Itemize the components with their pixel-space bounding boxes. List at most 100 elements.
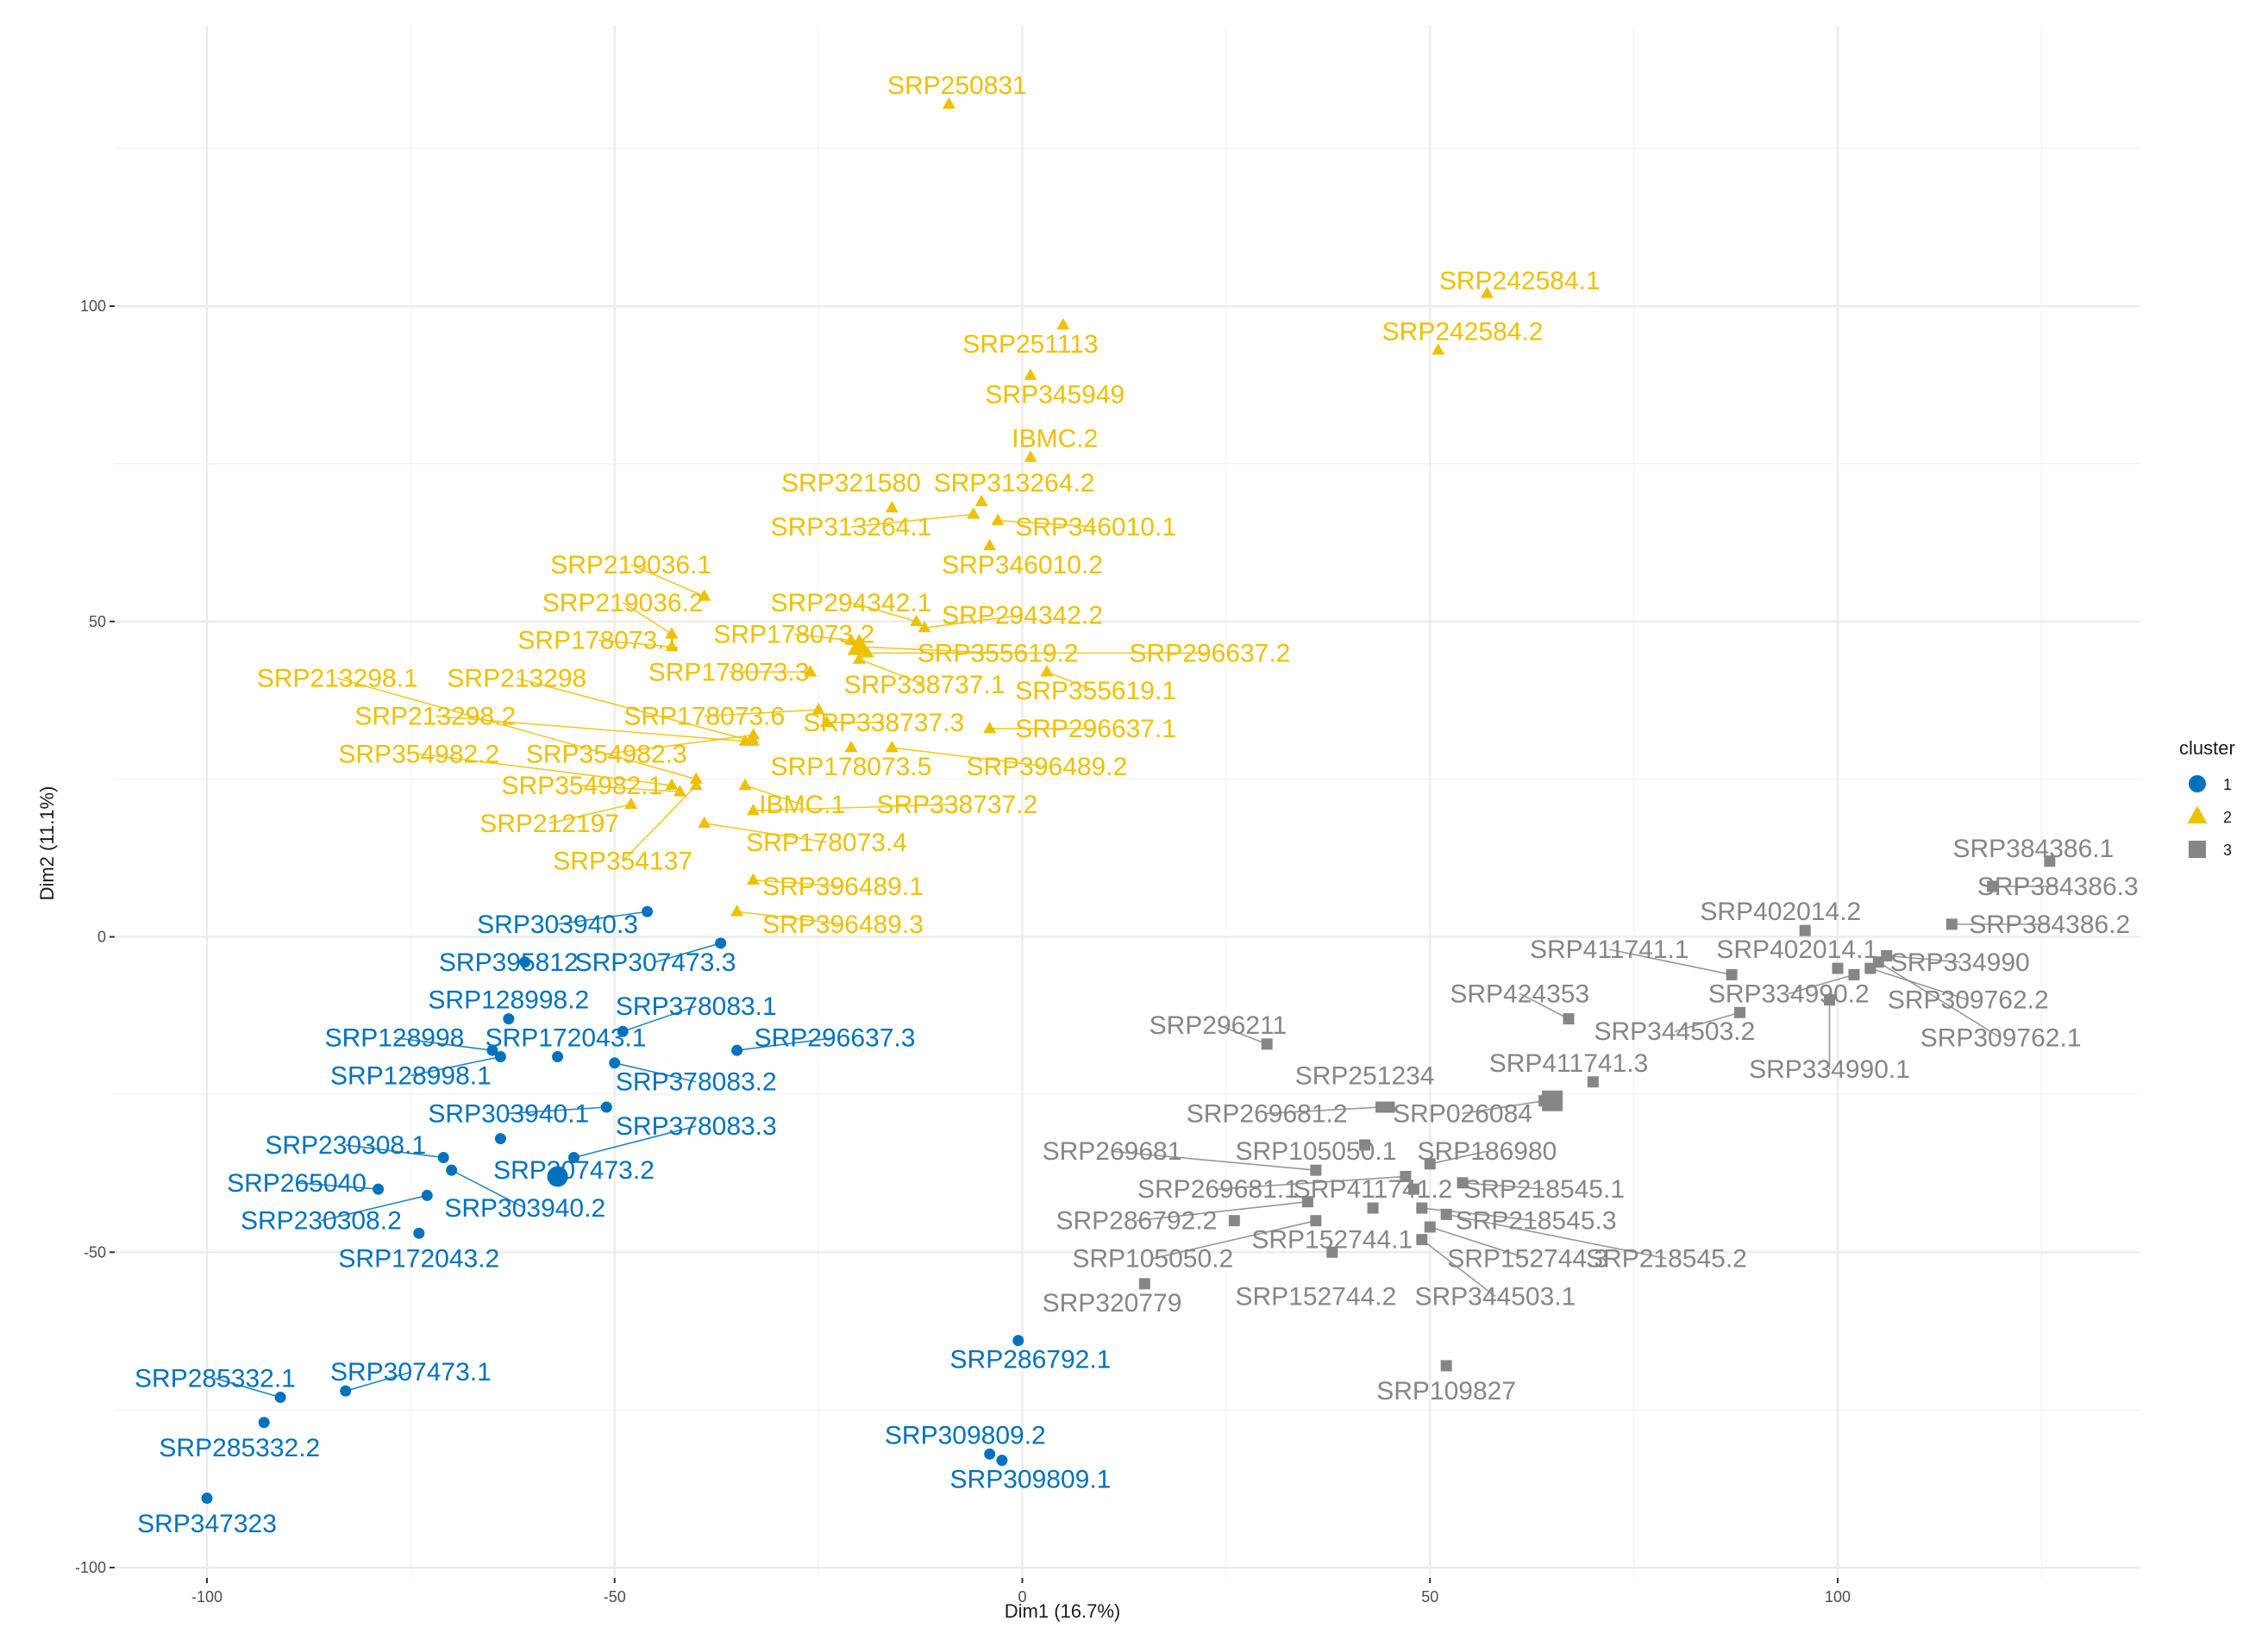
point-label: SRP294342.1 (771, 589, 932, 617)
data-point-cluster-2 (1480, 286, 1494, 298)
label-connector (1877, 961, 2002, 1039)
point-label: IBMC.1 (759, 791, 845, 819)
point-label: SRP307473.3 (575, 948, 736, 977)
point-label: SRP219036.2 (542, 589, 704, 617)
label-connector (744, 785, 803, 805)
label-connector (736, 1036, 836, 1051)
label-connector (410, 1055, 501, 1077)
point-label: SRP309809.2 (885, 1421, 1046, 1449)
data-point-cluster-2 (698, 589, 711, 601)
point-label: SRP345949 (985, 380, 1125, 409)
data-point-cluster-1 (642, 905, 654, 917)
label-connector (215, 1377, 281, 1399)
point-label: SRP309762.1 (1920, 1024, 2082, 1053)
data-point-cluster-2 (1024, 368, 1037, 380)
point-label: SRP212197 (479, 810, 619, 838)
data-point-cluster-3 (1310, 1215, 1322, 1227)
point-label: SRP355619.2 (918, 639, 1079, 667)
label-connector (1609, 948, 1732, 976)
label-connector (1463, 1181, 1544, 1190)
data-point-cluster-2 (991, 513, 1005, 525)
data-point-cluster-2 (665, 778, 679, 791)
label-connector (892, 747, 1047, 767)
data-point-cluster-3 (1424, 1158, 1436, 1170)
data-point-cluster-2 (918, 620, 931, 633)
point-label: SRP354982.1 (502, 772, 663, 800)
label-connector (1519, 992, 1569, 1020)
data-point-cluster-1 (715, 937, 727, 949)
data-point-cluster-2 (747, 734, 760, 746)
data-point-cluster-2 (910, 614, 924, 626)
point-label: SRP347323 (137, 1510, 277, 1538)
point-label: SRP251113 (962, 330, 1098, 359)
point-label: SRP396489.1 (762, 873, 924, 901)
point-label: SRP218545.3 (1456, 1207, 1617, 1236)
point-label: SRP321580 (781, 469, 921, 498)
data-point-cluster-3 (2044, 855, 2056, 867)
label-connector (1218, 1175, 1406, 1190)
data-point-cluster-3 (1359, 1139, 1371, 1151)
data-point-cluster-2 (811, 703, 825, 715)
point-label: SRP384386.3 (1977, 873, 2139, 901)
y-tick-label: 0 (97, 929, 106, 946)
data-point-cluster-1 (1012, 1335, 1024, 1347)
label-connector (850, 513, 974, 528)
point-label: SRP172043.2 (338, 1245, 499, 1274)
data-point-cluster-3 (1301, 1196, 1313, 1208)
label-connector (704, 709, 819, 717)
point-label: SRP269681.2 (1187, 1099, 1348, 1128)
data-point-cluster-2 (967, 507, 981, 519)
point-label: SRP334990 (1890, 948, 2030, 977)
point-label: SRP265040 (227, 1169, 367, 1198)
label-connector (1886, 955, 1960, 963)
point-label: SRP105050.2 (1072, 1245, 1233, 1274)
point-label: SRP286792.1 (950, 1346, 1112, 1374)
legend-label-2: 2 (2223, 809, 2232, 826)
data-point-cluster-1 (201, 1493, 213, 1505)
point-label: SRP242584.2 (1382, 317, 1544, 346)
data-point-cluster-1 (413, 1227, 425, 1239)
axes: -100 -50 0 50 100 -100 -50 0 50 100 (75, 297, 1851, 1606)
point-label: SRP334990.2 (1708, 980, 1870, 1008)
y-axis-title: Dim2 (11.1%) (36, 786, 58, 901)
data-point-cluster-2 (689, 772, 703, 784)
data-point-cluster-3 (1457, 1177, 1469, 1189)
point-label: SRP344503.1 (1414, 1282, 1576, 1311)
point-label: SRP303940.2 (444, 1194, 605, 1223)
label-connector (998, 519, 1096, 528)
point-label: SRP230308.2 (241, 1207, 402, 1236)
label-connector (418, 753, 673, 786)
label-connector (1267, 1106, 1381, 1115)
point-label: SRP128998.1 (330, 1061, 492, 1090)
point-label: SRP411741.1 (1530, 936, 1689, 964)
data-point-cluster-2 (673, 785, 686, 797)
legend-title: cluster (2179, 737, 2235, 759)
x-tick-label: 100 (1825, 1588, 1851, 1606)
data-point-cluster-1 (503, 1013, 515, 1025)
data-point-cluster-1 (617, 1025, 629, 1037)
point-label: SRP411741.2 (1294, 1175, 1453, 1204)
point-label: SRP307473.1 (330, 1358, 492, 1386)
data-point-cluster-1 (731, 1044, 743, 1056)
legend: cluster 1 2 3 (2179, 737, 2235, 859)
label-connector (850, 602, 917, 623)
data-point-cluster-1 (446, 1164, 458, 1176)
data-point-cluster-1 (340, 1385, 352, 1397)
point-label: SRP178073.3 (648, 658, 810, 686)
grid (115, 26, 2140, 1578)
label-connector (1430, 1150, 1488, 1165)
legend-label-1: 1 (2223, 776, 2232, 793)
data-point-cluster-3 (1310, 1164, 1322, 1176)
data-point-cluster-3 (1587, 1076, 1599, 1088)
label-connectors (215, 513, 2058, 1399)
point-label: SRP296637.2 (1130, 639, 1291, 667)
point-label: SRP402014.1 (1716, 936, 1877, 964)
legend-label-3: 3 (2223, 842, 2232, 859)
label-connector (1218, 1024, 1268, 1045)
data-point-cluster-3 (1138, 1278, 1150, 1290)
point-label: SRP296211 (1150, 1011, 1287, 1040)
point-label: SRP338737.3 (803, 709, 964, 737)
point-label: SRP219036.1 (550, 551, 711, 579)
data-point-cluster-3 (1440, 1208, 1452, 1220)
label-connector (1462, 1099, 1544, 1115)
